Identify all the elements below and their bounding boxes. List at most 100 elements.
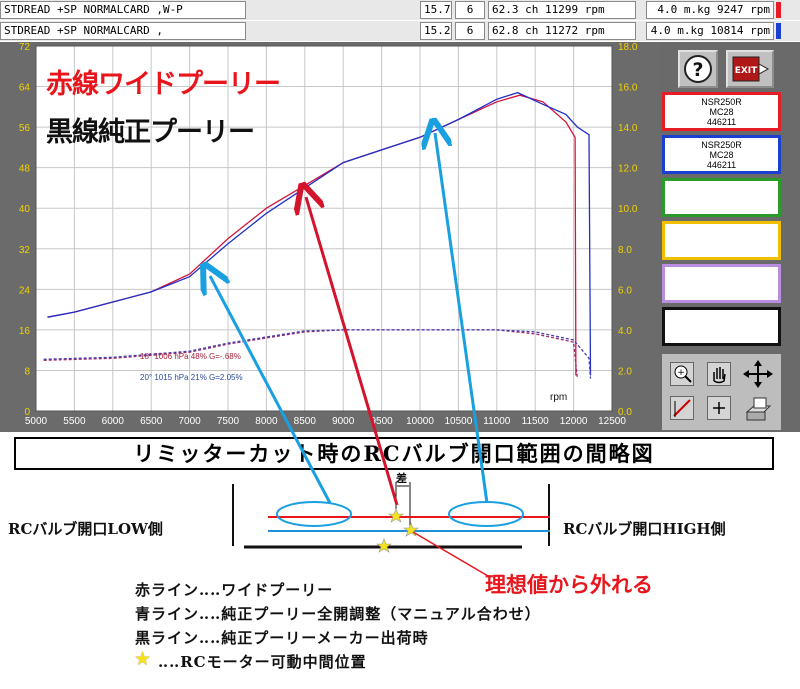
legend-red: 赤ライン‥‥ワイドプーリー: [135, 581, 334, 599]
chart-title-black: 黒線純正プーリー: [46, 117, 255, 148]
x-tick-label: 9500: [370, 416, 393, 427]
run-value-a: 15.2: [420, 22, 452, 40]
ideal-deviation-label: 理想値から外れる: [485, 573, 653, 597]
run-name: STDREAD +SP NORMALCARD ,: [0, 22, 246, 40]
y-right-tick-label: 16.0: [618, 83, 638, 94]
print-button[interactable]: [742, 394, 774, 424]
y-right-tick-label: 4.0: [618, 326, 632, 337]
legend-star: ‥‥RCモーター可動中間位置: [158, 653, 367, 671]
run-peak-power: 62.8 ch 11272 rpm: [488, 22, 636, 40]
y-right-tick-label: 10.0: [618, 204, 638, 215]
y-left-tick-label: 24: [19, 285, 31, 296]
move-button[interactable]: [742, 359, 774, 389]
run-value-a: 15.7: [420, 1, 452, 19]
y-left-tick-label: 0: [24, 407, 30, 418]
svg-text:?: ?: [692, 59, 703, 81]
y-left-tick-label: 48: [19, 164, 31, 175]
hand-icon: [713, 367, 726, 384]
x-tick-label: 11000: [483, 416, 511, 427]
svg-text:+: +: [677, 368, 685, 378]
x-tick-label: 8000: [255, 416, 278, 427]
zoom-icon: +: [674, 365, 692, 383]
slot-line: MC28: [709, 107, 734, 117]
y-left-tick-label: 72: [19, 42, 31, 53]
run-color-mark: [776, 23, 781, 39]
x-tick-label: 5500: [63, 416, 86, 427]
slot-line: NSR250R: [701, 140, 742, 150]
run-row-2[interactable]: STDREAD +SP NORMALCARD , 15.2 6 62.8 ch …: [0, 21, 800, 41]
plot-border: [35, 45, 613, 412]
star-icon: ★: [134, 648, 152, 670]
y-left-tick-label: 32: [19, 245, 31, 256]
x-tick-label: 12500: [598, 416, 626, 427]
exit-button[interactable]: EXIT: [726, 50, 774, 88]
series-line-1: [47, 91, 592, 376]
run-slot-green[interactable]: [662, 178, 781, 217]
tool-palette: +: [662, 354, 781, 430]
cursor-button[interactable]: [670, 396, 694, 420]
help-icon: ?: [684, 55, 712, 83]
y-left-tick-label: 56: [19, 123, 31, 134]
run-color-mark: [776, 2, 781, 18]
zoom-button[interactable]: +: [670, 362, 694, 386]
cursor-line-icon: [673, 399, 691, 417]
move-arrows-icon: [743, 360, 773, 388]
x-tick-label: 7000: [178, 416, 201, 427]
slot-line: 446211: [706, 160, 737, 170]
x-tick-label: 10000: [406, 416, 434, 427]
plus-icon: [713, 402, 725, 414]
low-side-label: RCバルブ開口LOW側: [8, 520, 163, 538]
x-tick-label: 11500: [522, 416, 550, 427]
run-slot-red[interactable]: NSR250R MC28 446211: [662, 92, 781, 131]
run-peak-torque: 4.0 m.kg 10814 rpm: [646, 22, 774, 40]
run-peak-power: 62.3 ch 11299 rpm: [488, 1, 636, 19]
run-value-b: 6: [455, 22, 485, 40]
slot-line: 446211: [706, 117, 737, 127]
y-right-tick-label: 2.0: [618, 366, 632, 377]
slot-line: MC28: [709, 150, 734, 160]
series-line-3: [43, 329, 592, 379]
chart-title-red: 赤線ワイドプーリー: [46, 69, 281, 100]
run-slot-yellow[interactable]: [662, 221, 781, 260]
condition-red: 18° 1006 hPa 48% G=-.68%: [140, 352, 241, 361]
y-right-tick-label: 12.0: [618, 164, 638, 175]
condition-blue: 20° 1015 hPa 21% G=2.05%: [140, 373, 243, 382]
run-slot-black[interactable]: [662, 307, 781, 346]
plot-area: [36, 46, 612, 411]
x-axis-label: rpm: [550, 392, 568, 403]
y-right-tick-label: 14.0: [618, 123, 638, 134]
add-button[interactable]: [707, 396, 731, 420]
svg-text:EXIT: EXIT: [735, 66, 758, 76]
run-value-b: 6: [455, 1, 485, 19]
x-tick-label: 9000: [332, 416, 355, 427]
dyno-chart: 5000 5500 6000 6500 7000 7500 8000 8500 9000 9500…: [0, 42, 660, 432]
blue-arrow-right: [435, 133, 489, 504]
star-icon: [376, 538, 392, 553]
help-button[interactable]: ?: [678, 50, 718, 88]
x-tick-label: 7500: [217, 416, 240, 427]
star-icon: [388, 508, 404, 523]
run-slot-blue[interactable]: NSR250R MC28 446211: [662, 135, 781, 174]
slot-line: NSR250R: [701, 97, 742, 107]
y-left-tick-label: 40: [19, 204, 31, 215]
run-row-1[interactable]: STDREAD +SP NORMALCARD ,W-P 15.7 6 62.3 …: [0, 0, 800, 20]
y-right-tick-label: 6.0: [618, 285, 632, 296]
high-side-label: RCバルブ開口HIGH側: [563, 520, 726, 538]
x-tick-label: 6000: [102, 416, 125, 427]
chart-canvas: 5000 5500 6000 6500 7000 7500 8000 8500 9000 9500…: [19, 42, 638, 427]
y-left-tick-label: 8: [24, 366, 30, 377]
pan-hand-button[interactable]: [707, 362, 731, 386]
run-slot-purple[interactable]: [662, 264, 781, 303]
ideal-arrow: [412, 531, 489, 577]
legend-black: 黒ライン‥‥純正プーリーメーカー出荷時: [135, 629, 429, 647]
y-right-tick-label: 0.0: [618, 407, 632, 418]
x-tick-label: 12000: [560, 416, 588, 427]
run-peak-torque: 4.0 m.kg 9247 rpm: [646, 1, 774, 19]
exit-icon: EXIT: [732, 56, 770, 82]
y-right-tick-label: 18.0: [618, 42, 638, 53]
x-tick-label: 8500: [294, 416, 317, 427]
diff-label: 差: [396, 472, 407, 485]
printer-icon: [745, 397, 772, 421]
blue-arrow-left: [210, 276, 332, 504]
